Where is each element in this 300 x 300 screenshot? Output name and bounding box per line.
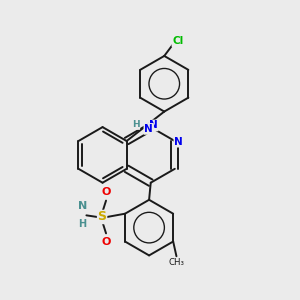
Text: N: N <box>174 137 183 147</box>
Text: N: N <box>149 121 158 130</box>
Text: N: N <box>144 124 153 134</box>
Text: CH₃: CH₃ <box>168 258 184 267</box>
Text: S: S <box>98 211 106 224</box>
Text: H: H <box>132 120 140 129</box>
Text: Cl: Cl <box>172 36 184 46</box>
Text: N: N <box>78 201 87 211</box>
Text: O: O <box>101 187 111 197</box>
Text: O: O <box>101 237 111 247</box>
Text: H: H <box>78 219 86 229</box>
